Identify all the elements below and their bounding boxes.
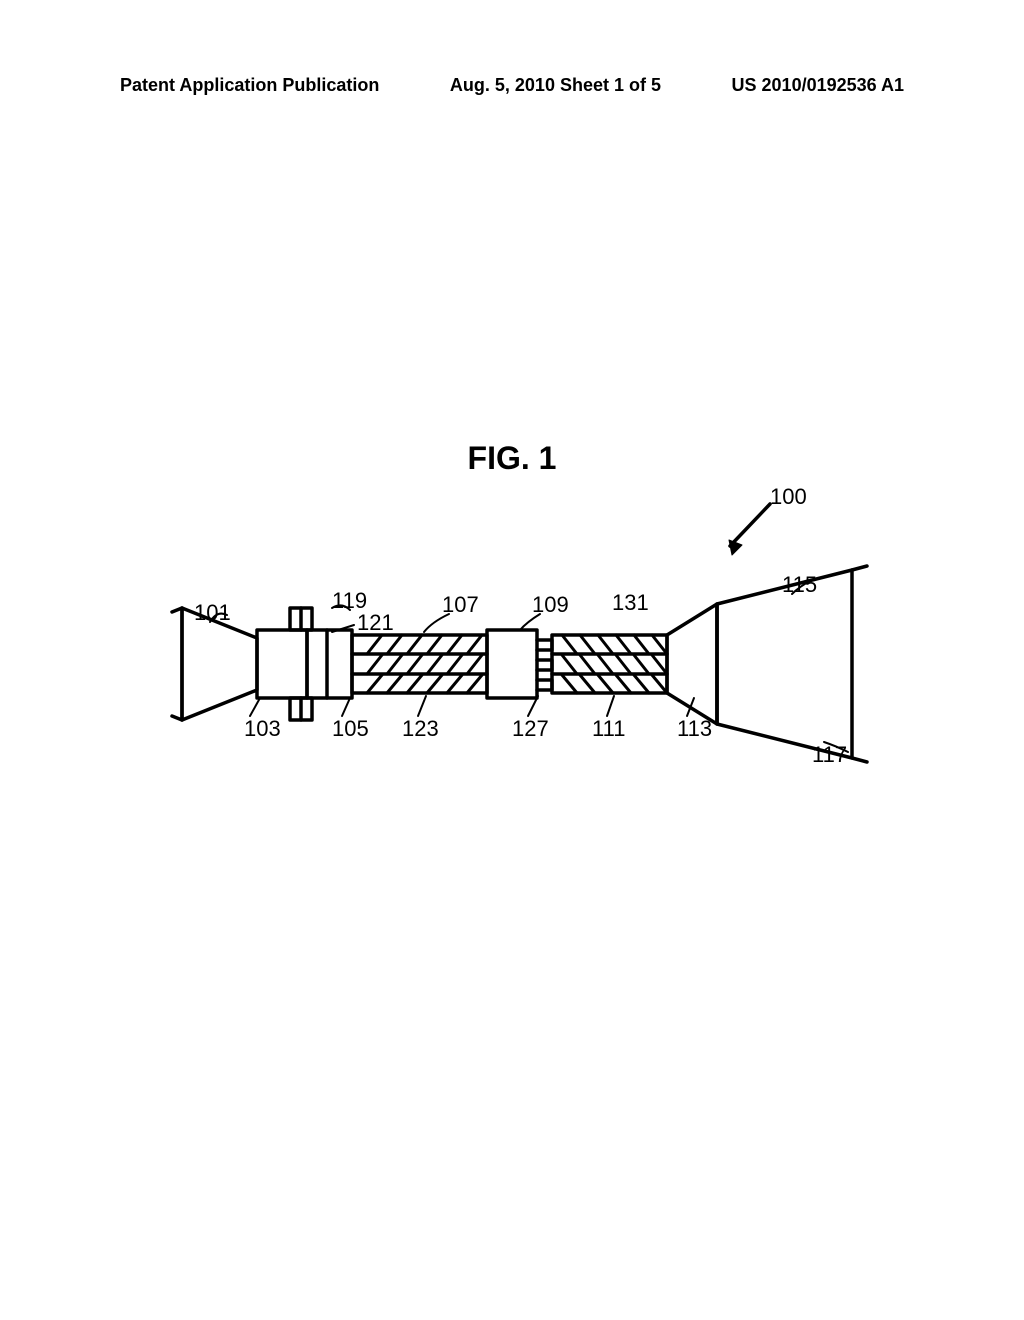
label-131: 131 xyxy=(612,590,649,615)
compressor-inlet xyxy=(307,630,352,698)
label-107: 107 xyxy=(442,592,479,617)
label-121: 121 xyxy=(357,610,394,635)
turbine-section xyxy=(552,635,667,693)
page-header: Patent Application Publication Aug. 5, 2… xyxy=(0,75,1024,96)
label-111: 111 xyxy=(592,716,625,741)
label-103: 103 xyxy=(244,716,281,741)
label-123: 123 xyxy=(402,716,439,741)
compressor-section xyxy=(352,635,487,693)
label-117: 117 xyxy=(812,742,847,767)
label-127: 127 xyxy=(512,716,549,741)
header-right: US 2010/0192536 A1 xyxy=(732,75,904,96)
assembly-label: 100 xyxy=(770,484,807,509)
header-center: Aug. 5, 2010 Sheet 1 of 5 xyxy=(450,75,661,96)
nozzle-brackets xyxy=(537,640,552,690)
accessory-bottom xyxy=(290,698,312,720)
figure-1: FIG. 1 xyxy=(132,440,892,760)
accessory-top xyxy=(290,608,312,630)
combustor-block xyxy=(487,630,537,698)
label-105: 105 xyxy=(332,716,369,741)
label-101: 101 xyxy=(194,600,231,625)
label-113: 113 xyxy=(677,716,712,741)
fan-block xyxy=(257,630,307,698)
assembly-leader xyxy=(729,504,770,555)
label-115: 115 xyxy=(782,572,817,597)
label-109: 109 xyxy=(532,592,569,617)
figure-title: FIG. 1 xyxy=(468,440,557,477)
header-left: Patent Application Publication xyxy=(120,75,379,96)
engine-diagram: 100 101 103 119 121 105 107 123 109 127 … xyxy=(132,480,892,780)
diffuser-transition xyxy=(667,604,717,724)
